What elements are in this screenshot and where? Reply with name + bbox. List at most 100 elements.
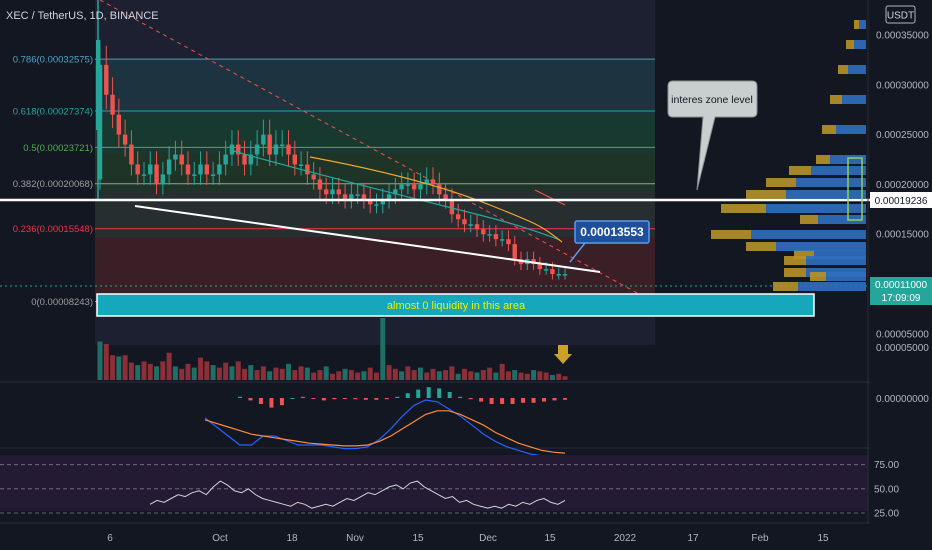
liquidity-box-label: almost 0 liquidity in this area bbox=[387, 300, 526, 312]
volume-bar bbox=[160, 361, 166, 380]
volume-bar bbox=[549, 375, 555, 380]
volume-profile-bar bbox=[776, 242, 866, 251]
candle bbox=[248, 154, 254, 165]
candle bbox=[368, 199, 373, 205]
candle bbox=[411, 184, 417, 190]
candle bbox=[393, 189, 398, 195]
volume-bar bbox=[480, 370, 486, 380]
volume-bar bbox=[499, 363, 505, 380]
volume-bar bbox=[204, 361, 210, 380]
volume-bar bbox=[380, 318, 386, 380]
candle bbox=[361, 194, 367, 200]
time-tick-label: Dec bbox=[479, 533, 497, 544]
volume-profile-bar bbox=[784, 256, 806, 265]
volume-profile-bar bbox=[838, 65, 848, 74]
candle bbox=[104, 64, 109, 95]
volume-profile-bar bbox=[794, 250, 814, 259]
candle bbox=[286, 144, 291, 155]
volume-bar bbox=[216, 367, 222, 380]
volume-bar bbox=[537, 371, 543, 380]
candle bbox=[468, 224, 473, 226]
rsi-line bbox=[149, 480, 566, 509]
volume-bar bbox=[487, 367, 493, 380]
moving-average-red bbox=[534, 189, 566, 206]
candle bbox=[273, 144, 279, 155]
volume-bar bbox=[392, 368, 398, 380]
candle bbox=[336, 189, 341, 195]
level-price-tag: 0.00019236 bbox=[870, 192, 932, 208]
volume-bar bbox=[543, 372, 549, 380]
candle bbox=[317, 179, 323, 190]
rsi-pane: 75.00 50.00 25.00 bbox=[0, 460, 899, 520]
candle bbox=[424, 179, 429, 185]
candle bbox=[254, 144, 260, 155]
symbol-header[interactable]: XEC / TetherUS, 1D, BINANCE bbox=[6, 10, 159, 22]
interest-zone-callout[interactable]: interes zone level bbox=[667, 80, 758, 191]
price-tick-label: 0.00020000 bbox=[876, 180, 929, 191]
price-callout[interactable]: 0.00013553 bbox=[569, 220, 650, 263]
liquidity-box[interactable]: almost 0 liquidity in this area bbox=[96, 293, 815, 317]
price-axis[interactable]: 0.00035000 0.00030000 0.00025000 0.00020000… bbox=[876, 31, 929, 406]
candle bbox=[506, 239, 511, 245]
macd-histogram-bar bbox=[426, 387, 431, 398]
volume-profile-bar bbox=[810, 272, 826, 281]
fib-level-label: 0.382(0.00020068) bbox=[13, 179, 93, 190]
volume-bar bbox=[405, 366, 411, 380]
volume-bar bbox=[449, 366, 455, 380]
volume-profile-bar bbox=[796, 178, 866, 187]
volume-profile-bar bbox=[854, 40, 866, 49]
volume-tick-label: 0.00005000 bbox=[876, 343, 929, 354]
volume-bar bbox=[298, 366, 304, 380]
volume-bar bbox=[135, 365, 141, 380]
volume-profile-bar bbox=[811, 166, 866, 175]
volume-bar bbox=[172, 366, 178, 380]
volume-bar bbox=[147, 363, 153, 380]
rsi-band bbox=[0, 455, 868, 511]
volume-profile-bar bbox=[826, 272, 866, 281]
descending-trendline[interactable] bbox=[99, 0, 651, 301]
volume-bar bbox=[229, 366, 235, 380]
volume-bar bbox=[505, 371, 511, 380]
candle bbox=[292, 154, 297, 165]
volume-bar bbox=[292, 370, 298, 380]
macd-histogram-bar bbox=[437, 388, 442, 398]
candle bbox=[261, 134, 266, 145]
candle bbox=[349, 194, 354, 200]
volume-bar bbox=[493, 372, 499, 380]
fib-zone-05 bbox=[95, 153, 655, 190]
volume-bar bbox=[367, 367, 373, 380]
volume-bar bbox=[97, 341, 103, 380]
macd-histogram-bar bbox=[563, 398, 567, 400]
rsi-tick-label: 75.00 bbox=[874, 460, 899, 471]
volume-profile-bar bbox=[784, 268, 806, 277]
macd-histogram-bar bbox=[279, 398, 284, 406]
macd-histogram-bar bbox=[258, 398, 263, 404]
macd-histogram-bar bbox=[374, 398, 379, 400]
volume-bar bbox=[198, 357, 204, 380]
volume-bar bbox=[461, 368, 467, 380]
macd-histogram-bar bbox=[269, 398, 274, 408]
candle bbox=[380, 199, 385, 205]
candle bbox=[192, 174, 197, 176]
candle bbox=[129, 144, 134, 165]
candle bbox=[550, 269, 555, 275]
volume-bar bbox=[518, 372, 524, 380]
macd-histogram-bar bbox=[332, 398, 337, 400]
macd-histogram-bar bbox=[416, 389, 421, 398]
fib-level-label: 0.618(0.00027374) bbox=[13, 106, 93, 117]
candle bbox=[386, 194, 392, 200]
candle bbox=[298, 164, 304, 166]
candle bbox=[324, 189, 329, 195]
volume-bar bbox=[154, 366, 160, 380]
support-trendline[interactable] bbox=[134, 205, 601, 273]
candle bbox=[217, 164, 222, 175]
volume-profile-bar bbox=[746, 242, 776, 251]
candle bbox=[342, 194, 348, 200]
candle bbox=[449, 199, 455, 215]
macd-histogram-bar bbox=[384, 398, 389, 400]
volume-profile-bar bbox=[854, 20, 859, 29]
currency-badge[interactable]: USDT bbox=[885, 5, 916, 24]
time-axis[interactable]: 6 Oct 18 Nov 15 Dec 15 2022 17 Feb 15 bbox=[107, 533, 829, 544]
volume-bar bbox=[443, 370, 449, 380]
